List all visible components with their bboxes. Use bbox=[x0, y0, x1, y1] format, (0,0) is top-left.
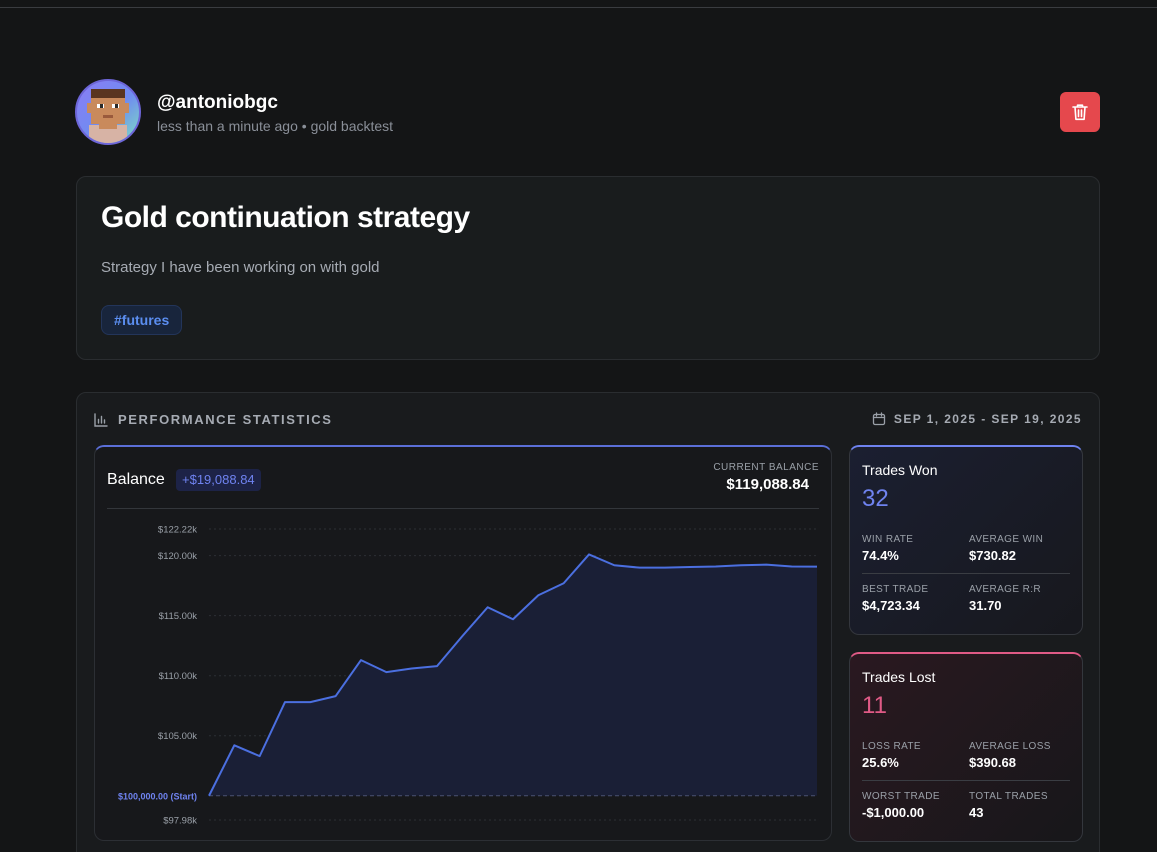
y-tick-label: $120.00k bbox=[158, 551, 197, 562]
post-description: Strategy I have been working on with gol… bbox=[101, 259, 380, 276]
date-range: SEP 1, 2025 - SEP 19, 2025 bbox=[893, 412, 1082, 426]
post-title: Gold continuation strategy bbox=[101, 201, 470, 234]
pixel-avatar-icon bbox=[87, 89, 129, 143]
worst-trade-metric: WORST TRADE -$1,000.00 bbox=[862, 791, 962, 820]
balance-area bbox=[209, 554, 817, 796]
balance-label: Balance bbox=[107, 471, 165, 488]
worst-trade-value: -$1,000.00 bbox=[862, 805, 925, 820]
tag-futures[interactable]: #futures bbox=[101, 305, 183, 335]
username[interactable]: @antoniobgc bbox=[157, 91, 278, 113]
win-rate-label: WIN RATE bbox=[862, 534, 914, 545]
lost-divider bbox=[862, 780, 1070, 781]
win-rate-metric: WIN RATE 74.4% bbox=[862, 534, 962, 563]
balance-chart-card: Balance +$19,088.84 CURRENT BALANCE $119… bbox=[94, 445, 832, 841]
bar-chart-icon bbox=[94, 412, 108, 427]
best-trade-label: BEST TRADE bbox=[862, 584, 929, 595]
top-divider bbox=[0, 7, 1157, 8]
average-loss-label: AVERAGE LOSS bbox=[969, 741, 1051, 752]
trades-won-count: 32 bbox=[862, 485, 889, 512]
y-tick-label: $115.00k bbox=[159, 611, 198, 622]
y-tick-label: $97.98k bbox=[163, 816, 197, 827]
average-win-value: $730.82 bbox=[969, 548, 1016, 563]
y-tick-label: $105.00k bbox=[158, 731, 197, 742]
trades-lost-card: Trades Lost 11 LOSS RATE 25.6% AVERAGE L… bbox=[849, 652, 1083, 842]
average-win-metric: AVERAGE WIN $730.82 bbox=[969, 534, 1069, 563]
loss-rate-value: 25.6% bbox=[862, 755, 899, 770]
avatar[interactable] bbox=[75, 79, 141, 145]
balance-chart[interactable]: $122.22k $120.00k $115.00k $110.00k $105.00k… bbox=[95, 447, 831, 839]
trades-lost-count: 11 bbox=[862, 692, 887, 719]
total-trades-metric: TOTAL TRADES 43 bbox=[969, 791, 1069, 820]
post-meta: less than a minute ago • gold backtest bbox=[157, 118, 393, 134]
post-time: less than a minute ago bbox=[157, 117, 298, 134]
meta-separator: • bbox=[301, 117, 307, 134]
post-card: Gold continuation strategy Strategy I ha… bbox=[76, 176, 1100, 360]
best-trade-value: $4,723.34 bbox=[862, 598, 920, 613]
post-category: gold backtest bbox=[310, 117, 394, 134]
average-rr-value: 31.70 bbox=[969, 598, 1002, 613]
delete-post-button[interactable] bbox=[1060, 92, 1100, 132]
y-tick-label: $110.00k bbox=[159, 671, 198, 682]
loss-rate-label: LOSS RATE bbox=[862, 741, 921, 752]
average-win-label: AVERAGE WIN bbox=[969, 534, 1044, 545]
trades-won-title: Trades Won bbox=[862, 462, 938, 478]
y-tick-label: $122.22k bbox=[158, 525, 197, 536]
balance-change-badge: +$19,088.84 bbox=[176, 469, 261, 491]
won-divider bbox=[862, 573, 1070, 574]
start-label: $100,000.00 (Start) bbox=[118, 791, 197, 801]
total-trades-value: 43 bbox=[969, 805, 984, 820]
average-loss-metric: AVERAGE LOSS $390.68 bbox=[969, 741, 1069, 770]
chart-divider bbox=[107, 508, 819, 509]
trades-won-card: Trades Won 32 WIN RATE 74.4% AVERAGE WIN… bbox=[849, 445, 1083, 635]
worst-trade-label: WORST TRADE bbox=[862, 791, 940, 802]
stats-header: PERFORMANCE STATISTICS bbox=[94, 412, 333, 427]
current-balance-value: $119,088.84 bbox=[726, 476, 809, 493]
average-loss-value: $390.68 bbox=[969, 755, 1016, 770]
trades-lost-title: Trades Lost bbox=[862, 669, 936, 685]
trash-icon bbox=[1072, 104, 1088, 121]
win-rate-value: 74.4% bbox=[862, 548, 899, 563]
loss-rate-metric: LOSS RATE 25.6% bbox=[862, 741, 962, 770]
stats-title: PERFORMANCE STATISTICS bbox=[118, 412, 333, 427]
date-range-display: SEP 1, 2025 - SEP 19, 2025 bbox=[872, 412, 1082, 426]
average-rr-metric: AVERAGE R:R 31.70 bbox=[969, 584, 1069, 613]
post-author: @antoniobgc less than a minute ago • gol… bbox=[75, 79, 393, 145]
current-balance-label: CURRENT BALANCE bbox=[713, 462, 819, 473]
performance-statistics-card: PERFORMANCE STATISTICS SEP 1, 2025 - SEP… bbox=[76, 392, 1100, 852]
best-trade-metric: BEST TRADE $4,723.34 bbox=[862, 584, 962, 613]
average-rr-label: AVERAGE R:R bbox=[969, 584, 1042, 595]
calendar-icon bbox=[872, 412, 886, 426]
total-trades-label: TOTAL TRADES bbox=[969, 791, 1048, 802]
